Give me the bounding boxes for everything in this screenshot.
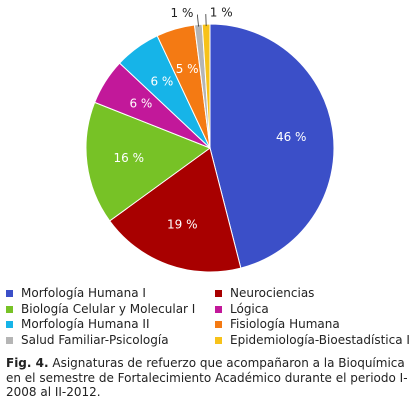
- legend-swatch: [215, 305, 222, 313]
- legend-label: Biología Celular y Molecular I: [21, 301, 196, 316]
- legend-label: Morfología Humana II: [21, 317, 150, 331]
- pie-leader-line: [196, 14, 199, 27]
- legend-label: Morfología Humana I: [21, 286, 146, 300]
- pie-data-labels: 46 %19 %16 %6 %6 %5 %1 % 1 %: [114, 6, 307, 232]
- pie-slice: [108, 147, 242, 273]
- pie-chart: 46 %19 %16 %6 %6 %5 %1 % 1 %: [85, 6, 335, 273]
- legend-swatch: [215, 336, 222, 344]
- pie-data-label: 1 %: [210, 6, 233, 20]
- legend-swatch: [6, 290, 13, 298]
- legend-item: Morfología Humana I: [6, 286, 146, 302]
- legend-item: Neurociencias: [215, 286, 314, 302]
- legend-swatch: [215, 290, 222, 298]
- legend-swatch: [6, 305, 13, 313]
- legend-label: Lógica: [230, 301, 269, 316]
- legend-swatch: [215, 321, 222, 329]
- legend-label: Fisiología Humana: [230, 317, 340, 331]
- legend-label: Salud Familiar-Psicología: [21, 332, 169, 347]
- pie-data-label: 5 %: [176, 62, 199, 76]
- figure-caption-label: Fig. 4.: [6, 356, 49, 370]
- pie-data-label: 19 %: [167, 218, 198, 232]
- pie-slice: [85, 101, 212, 222]
- legend-label: Epidemiología-Bioestadística I: [230, 332, 410, 347]
- legend-item: Lógica: [215, 302, 269, 318]
- legend-item: Fisiología Humana: [215, 317, 340, 333]
- legend-item: Salud Familiar-Psicología: [6, 333, 169, 349]
- legend-label: Neurociencias: [230, 286, 315, 300]
- pie-data-label: 6 %: [150, 74, 173, 88]
- legend-item: Epidemiología-Bioestadística I: [215, 333, 410, 349]
- legend-swatch: [6, 336, 13, 344]
- figure-caption-text: Asignaturas de refuerzo que acompañaron …: [6, 356, 408, 399]
- pie-data-label: 1 %: [171, 6, 194, 20]
- legend-item: Biología Celular y Molecular I: [6, 302, 195, 318]
- pie-data-label: 46 %: [276, 130, 307, 144]
- pie-slice: [209, 23, 335, 269]
- pie-slices: [85, 23, 335, 273]
- legend-swatch: [6, 321, 13, 329]
- pie-data-label: 16 %: [114, 151, 145, 165]
- pie-data-label: 6 %: [129, 97, 152, 111]
- legend-item: Morfología Humana II: [6, 317, 150, 333]
- figure-caption: Fig. 4. Asignaturas de refuerzo que acom…: [6, 356, 418, 400]
